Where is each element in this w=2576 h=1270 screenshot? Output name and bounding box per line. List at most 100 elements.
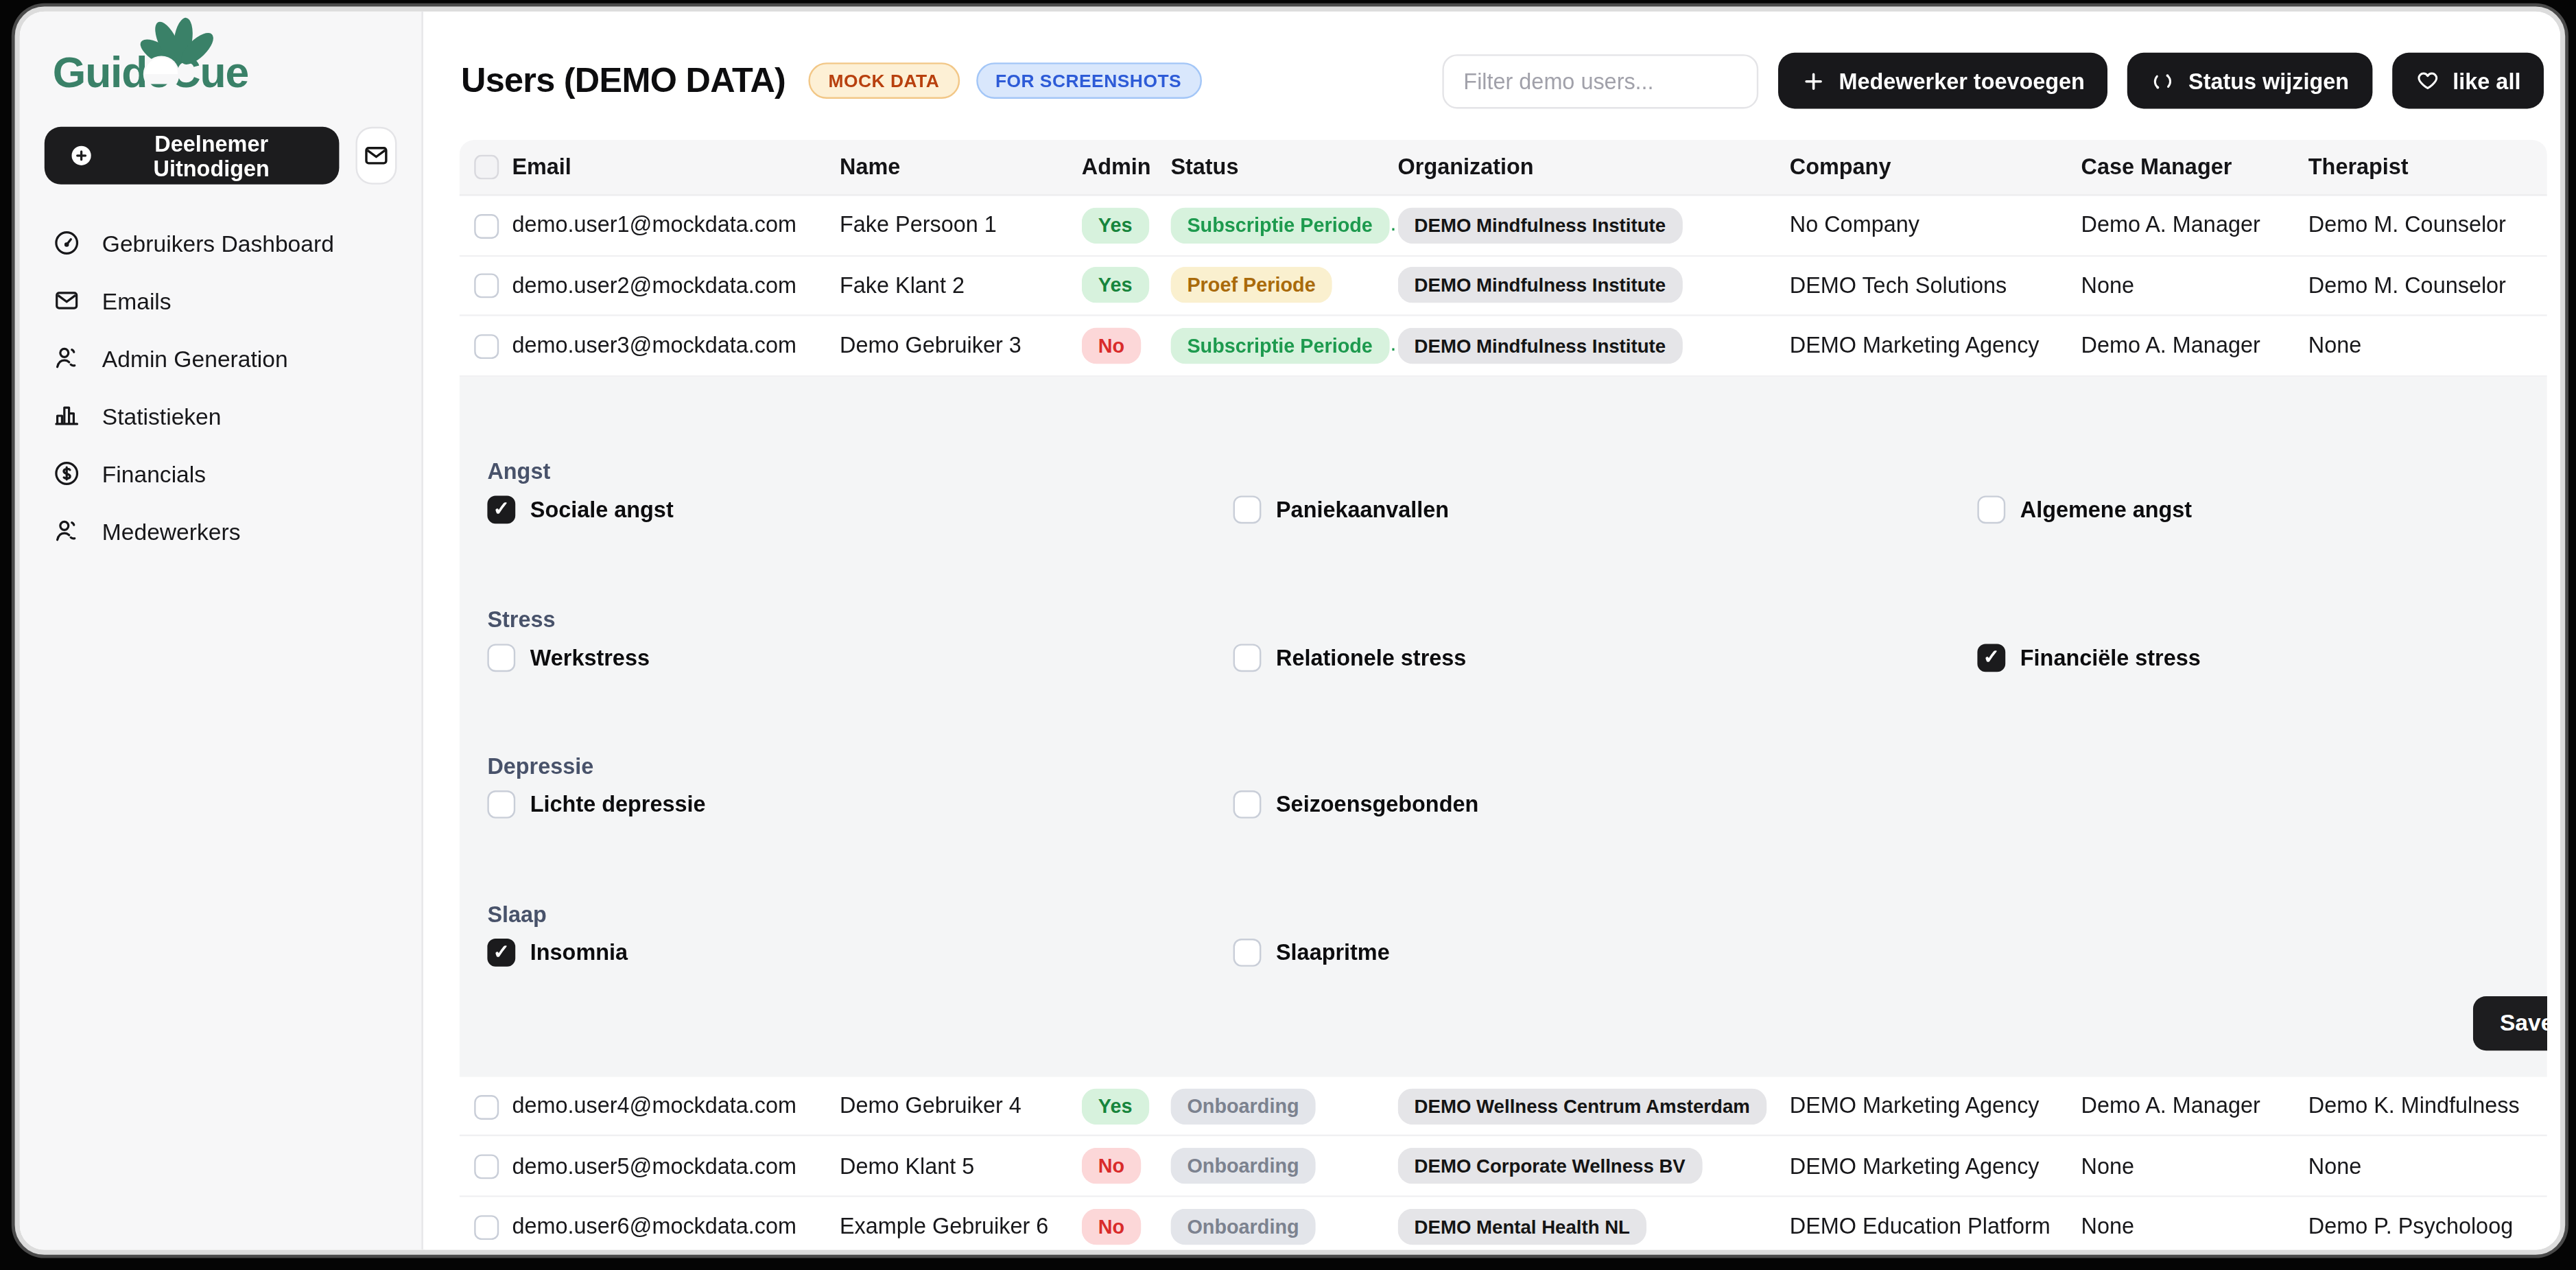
- sidebar-item-label: Statistieken: [102, 403, 222, 429]
- invite-participant-button[interactable]: Deelnemer Uitnodigen: [45, 127, 340, 185]
- checkbox-label: Lichte depressie: [530, 792, 706, 816]
- sidebar-item-label: Emails: [102, 287, 172, 314]
- checkbox-box[interactable]: [1233, 495, 1262, 524]
- checkbox-relationele-stress[interactable]: Relationele stress: [1233, 644, 1467, 672]
- therapist-cell: Demo K. Mindfulness: [2308, 1094, 2547, 1118]
- checkbox-sociale-angst[interactable]: Sociale angst: [487, 495, 673, 524]
- sidebar-item-emails[interactable]: Emails: [20, 272, 422, 329]
- section-title-stress: Stress: [487, 607, 555, 632]
- checkbox-algemene-angst[interactable]: Algemene angst: [1977, 495, 2192, 524]
- sidebar-item-gebruikers-dashboard[interactable]: Gebruikers Dashboard: [20, 214, 422, 272]
- logo: GuideCue: [20, 12, 422, 114]
- page-title: Users (DEMO DATA): [461, 61, 785, 101]
- admin-badge: No: [1082, 1148, 1141, 1184]
- checkbox-label: Seizoensgebonden: [1276, 792, 1478, 816]
- row-checkbox[interactable]: [474, 213, 499, 238]
- table-row: demo.user1@mockdata.com Fake Persoon 1 Y…: [460, 196, 2547, 257]
- organization-badge: DEMO Mindfulness Institute: [1398, 328, 1682, 364]
- table-header-row: Email Name Admin Status Organization Com…: [460, 140, 2547, 196]
- email-cell: demo.user2@mockdata.com: [512, 273, 840, 298]
- row-checkbox[interactable]: [474, 1155, 499, 1179]
- plus-icon: [1801, 69, 1825, 93]
- heart-icon: [2415, 69, 2439, 93]
- row-checkbox[interactable]: [474, 1215, 499, 1240]
- change-status-label: Status wijzigen: [2188, 69, 2349, 93]
- name-cell: Demo Gebruiker 4: [840, 1094, 1082, 1118]
- status-badge: Subscriptie Periode: [1170, 207, 1389, 244]
- checkbox-label: Algemene angst: [2020, 497, 2192, 521]
- column-header-organization: Organization: [1398, 155, 1790, 180]
- checkbox-box[interactable]: [487, 644, 515, 672]
- leaf-logo-icon: [135, 12, 221, 84]
- sidebar-item-medewerkers[interactable]: Medewerkers: [20, 502, 422, 560]
- app-window: GuideCue Deelnemer Uitnodigen: [15, 7, 2566, 1255]
- sidebar: GuideCue Deelnemer Uitnodigen: [20, 12, 423, 1250]
- column-header-status: Status: [1170, 155, 1397, 180]
- checkbox-financiele-stress[interactable]: Financiële stress: [1977, 644, 2200, 672]
- main-content: Users (DEMO DATA) MOCK DATA FOR SCREENSH…: [425, 12, 2560, 1250]
- checkbox-seizoensgebonden[interactable]: Seizoensgebonden: [1233, 790, 1479, 818]
- status-badge: Onboarding: [1170, 1087, 1315, 1124]
- email-cell: demo.user4@mockdata.com: [512, 1094, 840, 1118]
- add-employee-button[interactable]: Medewerker toevoegen: [1778, 53, 2108, 109]
- user-plus-icon: [53, 517, 81, 545]
- envelope-icon: [53, 287, 81, 315]
- checkbox-box[interactable]: [1233, 938, 1262, 966]
- sidebar-nav: Gebruikers Dashboard Emails Admin Genera…: [20, 214, 422, 560]
- organization-badge: DEMO Wellness Centrum Amsterdam: [1398, 1087, 1766, 1124]
- admin-badge: No: [1082, 1208, 1141, 1245]
- checkbox-box[interactable]: [487, 790, 515, 818]
- like-all-button[interactable]: like all: [2392, 53, 2544, 109]
- therapist-cell: Demo M. Counselor: [2308, 213, 2547, 237]
- email-cell: demo.user6@mockdata.com: [512, 1214, 840, 1238]
- therapist-cell: Demo M. Counselor: [2308, 273, 2547, 298]
- case-manager-cell: Demo A. Manager: [2081, 213, 2308, 237]
- filter-users-input[interactable]: [1442, 54, 1758, 108]
- status-badge: Onboarding: [1170, 1208, 1315, 1245]
- checkbox-label: Financiële stress: [2020, 645, 2201, 670]
- checkbox-box[interactable]: [1977, 644, 2005, 672]
- name-cell: Demo Gebruiker 3: [840, 333, 1082, 358]
- sidebar-item-financials[interactable]: Financials: [20, 445, 422, 502]
- select-all-checkbox[interactable]: [474, 156, 499, 180]
- checkbox-insomnia[interactable]: Insomnia: [487, 938, 628, 966]
- checkbox-box[interactable]: [487, 495, 515, 524]
- admin-badge: Yes: [1082, 268, 1149, 304]
- save-button[interactable]: Save: [2474, 996, 2547, 1050]
- company-cell: No Company: [1790, 213, 2081, 237]
- therapist-cell: Demo P. Psycholoog: [2308, 1214, 2547, 1238]
- page-header: Users (DEMO DATA) MOCK DATA FOR SCREENSH…: [461, 48, 2544, 114]
- email-cell: demo.user5@mockdata.com: [512, 1154, 840, 1179]
- checkbox-box[interactable]: [1977, 495, 2005, 524]
- user-plus-icon: [53, 344, 81, 373]
- column-header-company: Company: [1790, 155, 2081, 180]
- checkbox-label: Paniekaanvallen: [1276, 497, 1449, 521]
- change-status-button[interactable]: Status wijzigen: [2127, 53, 2372, 109]
- case-manager-cell: None: [2081, 273, 2308, 298]
- row-checkbox[interactable]: [474, 334, 499, 359]
- mail-quick-button[interactable]: [355, 127, 397, 185]
- therapist-cell: None: [2308, 1154, 2547, 1179]
- row-checkbox[interactable]: [474, 274, 499, 298]
- sidebar-item-statistieken[interactable]: Statistieken: [20, 387, 422, 445]
- section-title-slaap: Slaap: [487, 902, 546, 927]
- sidebar-item-admin-generation[interactable]: Admin Generation: [20, 329, 422, 387]
- checkbox-slaapritme[interactable]: Slaapritme: [1233, 938, 1390, 966]
- row-checkbox[interactable]: [474, 1094, 499, 1119]
- checkbox-label: Sociale angst: [530, 497, 674, 521]
- checkbox-lichte-depressie[interactable]: Lichte depressie: [487, 790, 705, 818]
- checkbox-box[interactable]: [1233, 644, 1262, 672]
- sidebar-item-label: Financials: [102, 460, 206, 486]
- checkbox-paniekaanvallen[interactable]: Paniekaanvallen: [1233, 495, 1450, 524]
- checkbox-label: Relationele stress: [1276, 645, 1466, 670]
- admin-badge: Yes: [1082, 1087, 1149, 1124]
- name-cell: Fake Persoon 1: [840, 213, 1082, 237]
- checkbox-box[interactable]: [487, 938, 515, 966]
- checkbox-box[interactable]: [1233, 790, 1262, 818]
- checkbox-label: Werkstress: [530, 645, 650, 670]
- plus-circle-icon: [69, 141, 94, 169]
- invite-button-label: Deelnemer Uitnodigen: [108, 131, 314, 180]
- checkbox-label: Insomnia: [530, 940, 628, 965]
- add-employee-label: Medewerker toevoegen: [1839, 69, 2085, 93]
- checkbox-werkstress[interactable]: Werkstress: [487, 644, 650, 672]
